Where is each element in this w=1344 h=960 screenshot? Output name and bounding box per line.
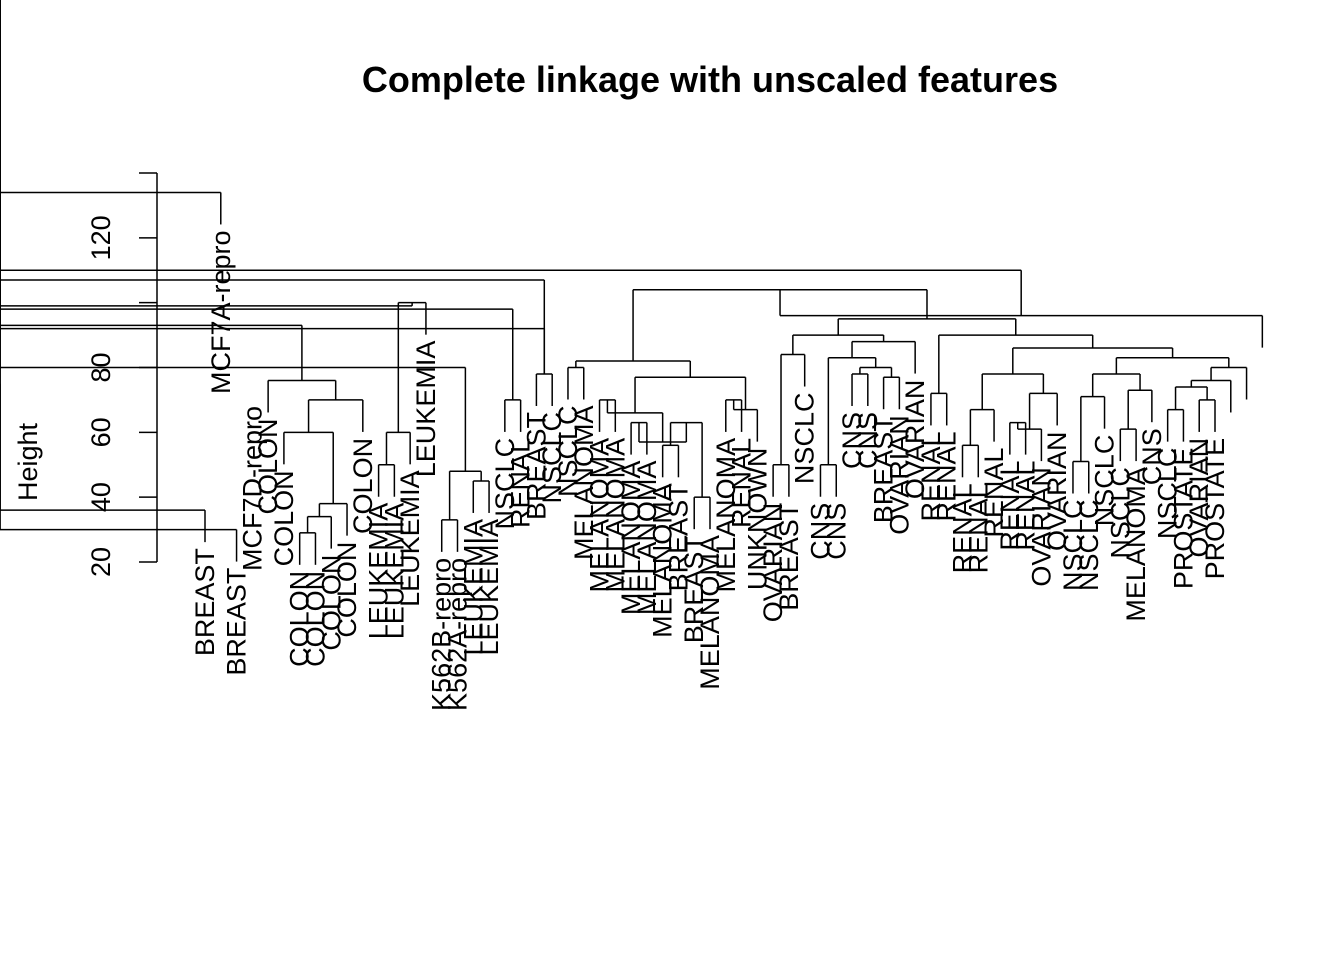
leaf-label: LEUKEMIA <box>364 503 394 640</box>
leaf-label: LEUKEMIA <box>379 503 409 640</box>
leaf-label: NSCLC <box>1058 500 1088 592</box>
leaf-label: OVARIAN <box>900 380 930 500</box>
leaf-label: RENAL <box>963 483 993 573</box>
leaf-label: BREAST <box>774 503 804 611</box>
leaf-labels: BREASTMCF7A-reproBREASTMCF7D-reproCOLONC… <box>190 230 1230 711</box>
leaf-label: RENAL <box>506 438 536 528</box>
leaf-label: BREAST <box>679 535 709 643</box>
leaf-label: CNS <box>837 412 867 469</box>
leaf-label: RENAL <box>979 448 1009 538</box>
leaf-label: RENAL <box>932 431 962 521</box>
leaf-label: CNS <box>853 412 883 469</box>
leaf-label: BREAST <box>190 548 220 656</box>
leaf-label: LEUKEMIA <box>395 470 425 607</box>
leaf-label: PROSTATE <box>1200 438 1230 580</box>
leaf-label: OVARIAN <box>1042 431 1072 551</box>
leaf-label: MCF7A-repro <box>206 230 236 394</box>
leaf-label: NSCLC <box>490 438 520 530</box>
leaf-label: BREAST <box>869 415 899 523</box>
leaf-label: CNS <box>821 503 851 560</box>
leaf-label: BREAST <box>222 568 252 676</box>
leaf-label: MCF7D-repro <box>237 406 267 571</box>
leaf-label: NSCLC <box>1090 435 1120 527</box>
leaf-label: NSCLC <box>1153 448 1183 540</box>
leaf-label: K562A-repro <box>443 558 473 711</box>
leaf-label: COLON <box>300 571 330 667</box>
leaf-label: OVARIAN <box>1184 438 1214 558</box>
leaf-label: COLON <box>316 555 346 651</box>
leaf-label: MELANOMA <box>711 438 741 593</box>
leaf-label: LEUKEMIA <box>474 519 504 656</box>
leaf-label: COLON <box>269 470 299 566</box>
leaf-label: MELANOMA <box>616 461 646 616</box>
leaf-label: BREAST <box>663 483 693 591</box>
leaf-label: COLON <box>253 418 283 514</box>
dendrogram-branches <box>0 0 1264 565</box>
leaf-label: UNKNOWN <box>742 448 772 591</box>
y-tick-label: 40 <box>86 482 116 512</box>
leaf-label: MELANOMA <box>600 438 630 593</box>
leaf-label: NSCLC <box>790 393 820 485</box>
leaf-label: CNS <box>1137 428 1167 485</box>
leaf-label: RENAL <box>1011 461 1041 551</box>
leaf-label: MELANOMA <box>695 535 725 690</box>
leaf-label: NSCLC <box>537 412 567 504</box>
y-tick-label: 120 <box>86 215 116 260</box>
y-tick-label: 60 <box>86 417 116 447</box>
leaf-label: MELANOMA <box>632 461 662 616</box>
leaf-label: MELANOMA <box>1121 467 1151 622</box>
leaf-label: BREAST <box>521 412 551 520</box>
leaf-label: NSCLC <box>1074 500 1104 592</box>
leaf-label: MELANOMA <box>569 406 599 561</box>
leaf-label: OVARIAN <box>1026 467 1056 587</box>
leaf-label: NSCLC <box>1105 467 1135 559</box>
leaf-label: CNS <box>805 503 835 560</box>
leaf-label: OVARIAN <box>884 415 914 535</box>
leaf-label: RENAL <box>916 431 946 521</box>
leaf-label: RENAL <box>995 461 1025 551</box>
leaf-label: RENAL <box>727 438 757 528</box>
leaf-label: LEUKEMIA <box>411 341 441 478</box>
leaf-label: COLON <box>332 542 362 638</box>
leaf-label: LEUKEMIA <box>458 519 488 656</box>
leaf-label: COLON <box>285 571 315 667</box>
leaf-label: K562B-repro <box>427 558 457 711</box>
leaf-label: MELANOMA <box>648 483 678 638</box>
chart-title: Complete linkage with unscaled features <box>362 59 1058 100</box>
leaf-label: PROSTATE <box>1168 448 1198 590</box>
leaf-label: RENAL <box>948 483 978 573</box>
leaf-label: MELANOMA <box>585 438 615 593</box>
y-axis-label: Height <box>13 422 43 501</box>
y-tick-label: 20 <box>86 547 116 577</box>
leaf-label: COLON <box>348 438 378 534</box>
leaf-label: OVARIAN <box>758 503 788 623</box>
leaf-label: NSCLC <box>553 406 583 498</box>
